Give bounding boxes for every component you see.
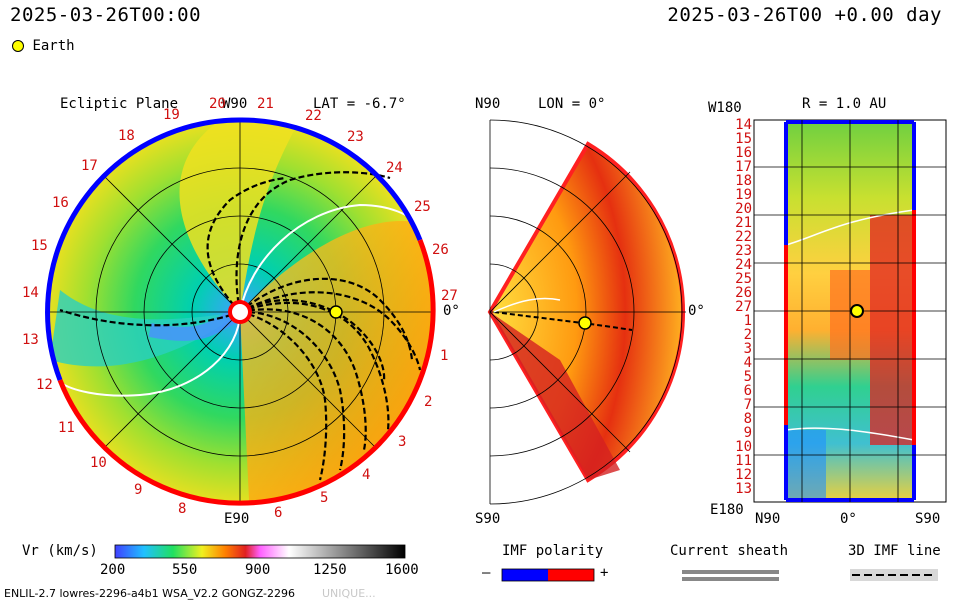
ecl-tick-15: 15 [31,238,48,254]
map-row-labels: 14 15 16 17 18 19 20 21 22 23 24 25 26 2… [722,118,752,496]
earth-marker-map [850,304,864,318]
colorbar-title: Vr (km/s) [22,543,98,559]
colorbar-tick-200: 200 [100,562,126,578]
map-top-left: W180 [708,100,742,116]
ecliptic-lat: LAT = -6.7° [313,96,406,112]
map-row: 8 [743,411,752,427]
ecl-tick-12: 12 [36,377,53,393]
map-row: 23 [735,243,752,259]
map-title: R = 1.0 AU [802,96,887,112]
map-row: 22 [735,229,752,245]
velocity-colorbar [114,544,406,559]
imf-negative-swatch [502,569,548,581]
sheath-line-2 [682,577,779,581]
ecliptic-title: Ecliptic Plane [60,96,179,112]
map-x-label-0: 0° [840,511,857,527]
ecl-tick-3: 3 [398,434,407,450]
colorbar-tick-1600: 1600 [385,562,419,578]
ecl-tick-13: 13 [22,332,39,348]
timestamp-right: 2025-03-26T00 +0.00 day [667,4,942,26]
map-bottom-left: E180 [710,502,744,518]
map-row: 20 [735,201,752,217]
ecl-tick-11: 11 [58,420,75,436]
timestamp-left: 2025-03-26T00:00 [10,4,202,26]
map-row: 12 [735,467,752,483]
ecliptic-top-label: W90 [222,96,248,112]
map-x-label-s90: S90 [915,511,941,527]
ecl-tick-25: 25 [414,199,431,215]
earth-marker-ecliptic [329,305,343,319]
ecl-tick-6: 6 [274,505,283,521]
ecl-tick-27: 27 [441,288,458,304]
map-row: 27 [735,299,752,315]
ecl-tick-16: 16 [52,195,69,211]
earth-legend-label: Earth [32,38,75,54]
sheath-line-1 [682,570,779,574]
imf-minus-label: – [482,565,491,581]
meridional-bottom-label: S90 [475,511,501,527]
map-row: 25 [735,271,752,287]
map-row: 18 [735,173,752,189]
ecl-tick-18: 18 [118,128,135,144]
map-row: 14 [735,117,752,133]
imf-3d-line-title: 3D IMF line [848,543,941,559]
ecliptic-right-label: 0° [443,303,460,319]
ecl-tick-26: 26 [432,242,449,258]
map-row: 5 [743,369,752,385]
current-sheath-title: Current sheath [670,543,789,559]
colorbar-tick-900: 900 [245,562,271,578]
colorbar-tick-1250: 1250 [313,562,347,578]
ecl-tick-2: 2 [424,394,433,410]
ecl-tick-20: 20 [209,96,226,112]
ecl-tick-19: 19 [163,107,180,123]
map-row: 21 [735,215,752,231]
earth-legend: Earth [12,38,75,54]
map-row: 7 [743,397,752,413]
ecl-tick-17: 17 [81,158,98,174]
map-row: 10 [735,439,752,455]
map-row: 4 [743,355,752,371]
map-row: 19 [735,187,752,203]
ecl-tick-14: 14 [22,285,39,301]
ecl-tick-21: 21 [257,96,274,112]
map-row: 3 [743,341,752,357]
imf-positive-swatch [548,569,594,581]
ecl-tick-5: 5 [320,490,329,506]
map-x-label-n90: N90 [755,511,781,527]
map-row: 16 [735,145,752,161]
meridional-lon: LON = 0° [538,96,606,112]
colorbar-tick-550: 550 [172,562,198,578]
map-row: 17 [735,159,752,175]
ecl-tick-1: 1 [440,348,449,364]
map-row: 2 [743,327,752,343]
sun-icon [228,300,252,324]
footer-model-info: ENLIL-2.7 lowres-2296-a4b1 WSA_V2.2 GONG… [4,587,296,600]
footer-run-id: UNIQUE... [322,587,376,600]
map-row: 15 [735,131,752,147]
map-row: 6 [743,383,752,399]
map-row: 11 [735,453,752,469]
map-row: 1 [743,313,752,329]
ecl-tick-8: 8 [178,501,187,517]
imf-plus-label: + [600,565,609,581]
meridional-right-label: 0° [688,303,705,319]
ecl-tick-4: 4 [362,467,371,483]
meridional-plane-plot [487,119,686,505]
ecl-tick-23: 23 [347,129,364,145]
ecl-tick-10: 10 [90,455,107,471]
imf-polarity-title: IMF polarity [502,543,604,559]
latlon-map-plot [753,119,947,503]
earth-icon [12,40,24,52]
ecliptic-bottom-label: E90 [224,511,250,527]
ecl-tick-9: 9 [134,482,143,498]
map-row: 26 [735,285,752,301]
map-row: 24 [735,257,752,273]
meridional-top-label: N90 [475,96,501,112]
ecl-tick-22: 22 [305,108,322,124]
map-row: 13 [735,481,752,497]
map-row: 9 [743,425,752,441]
ecl-tick-24: 24 [386,160,403,176]
earth-marker-meridional [578,316,592,330]
